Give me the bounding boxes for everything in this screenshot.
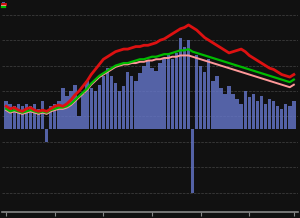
Bar — [183, 47, 186, 129]
Bar — [122, 86, 125, 129]
Bar — [146, 61, 150, 129]
Bar — [215, 76, 219, 129]
Bar — [29, 106, 32, 129]
Bar — [150, 68, 154, 129]
Bar — [102, 76, 105, 129]
Bar — [94, 91, 97, 129]
Bar — [207, 59, 211, 129]
Bar — [158, 63, 162, 129]
Bar — [211, 81, 214, 129]
Bar — [85, 81, 89, 129]
Bar — [236, 99, 239, 129]
Legend: , , , : , , , — [2, 2, 5, 8]
Bar — [195, 55, 198, 129]
Bar — [239, 104, 243, 129]
Bar — [114, 83, 117, 129]
Bar — [25, 104, 28, 129]
Bar — [61, 89, 64, 129]
Bar — [191, 129, 194, 193]
Bar — [284, 104, 287, 129]
Bar — [33, 104, 36, 129]
Bar — [106, 68, 109, 129]
Bar — [171, 59, 174, 129]
Bar — [256, 101, 259, 129]
Bar — [167, 55, 170, 129]
Bar — [252, 94, 255, 129]
Bar — [203, 72, 206, 129]
Bar — [77, 116, 81, 129]
Bar — [73, 85, 77, 129]
Bar — [280, 109, 284, 129]
Bar — [244, 91, 247, 129]
Bar — [16, 104, 20, 129]
Bar — [57, 101, 61, 129]
Bar — [110, 76, 113, 129]
Bar — [260, 96, 263, 129]
Bar — [45, 129, 48, 142]
Bar — [179, 38, 182, 129]
Bar — [276, 106, 279, 129]
Bar — [268, 99, 271, 129]
Bar — [98, 85, 101, 129]
Bar — [8, 104, 12, 129]
Bar — [264, 104, 267, 129]
Bar — [4, 101, 8, 129]
Bar — [154, 71, 158, 129]
Bar — [138, 73, 142, 129]
Bar — [288, 106, 292, 129]
Bar — [231, 94, 235, 129]
Bar — [223, 94, 227, 129]
Bar — [13, 106, 16, 129]
Bar — [292, 101, 296, 129]
Bar — [219, 89, 223, 129]
Bar — [126, 72, 129, 129]
Bar — [49, 106, 52, 129]
Bar — [163, 59, 166, 129]
Bar — [142, 66, 146, 129]
Bar — [89, 89, 93, 129]
Bar — [130, 76, 134, 129]
Bar — [81, 94, 85, 129]
Bar — [69, 91, 73, 129]
Bar — [187, 40, 190, 129]
Bar — [175, 53, 178, 129]
Bar — [134, 81, 137, 129]
Bar — [21, 106, 24, 129]
Bar — [65, 96, 69, 129]
Bar — [53, 104, 56, 129]
Bar — [37, 109, 40, 129]
Bar — [272, 101, 275, 129]
Bar — [41, 101, 44, 129]
Bar — [118, 91, 121, 129]
Bar — [248, 97, 251, 129]
Bar — [199, 66, 202, 129]
Bar — [227, 86, 231, 129]
